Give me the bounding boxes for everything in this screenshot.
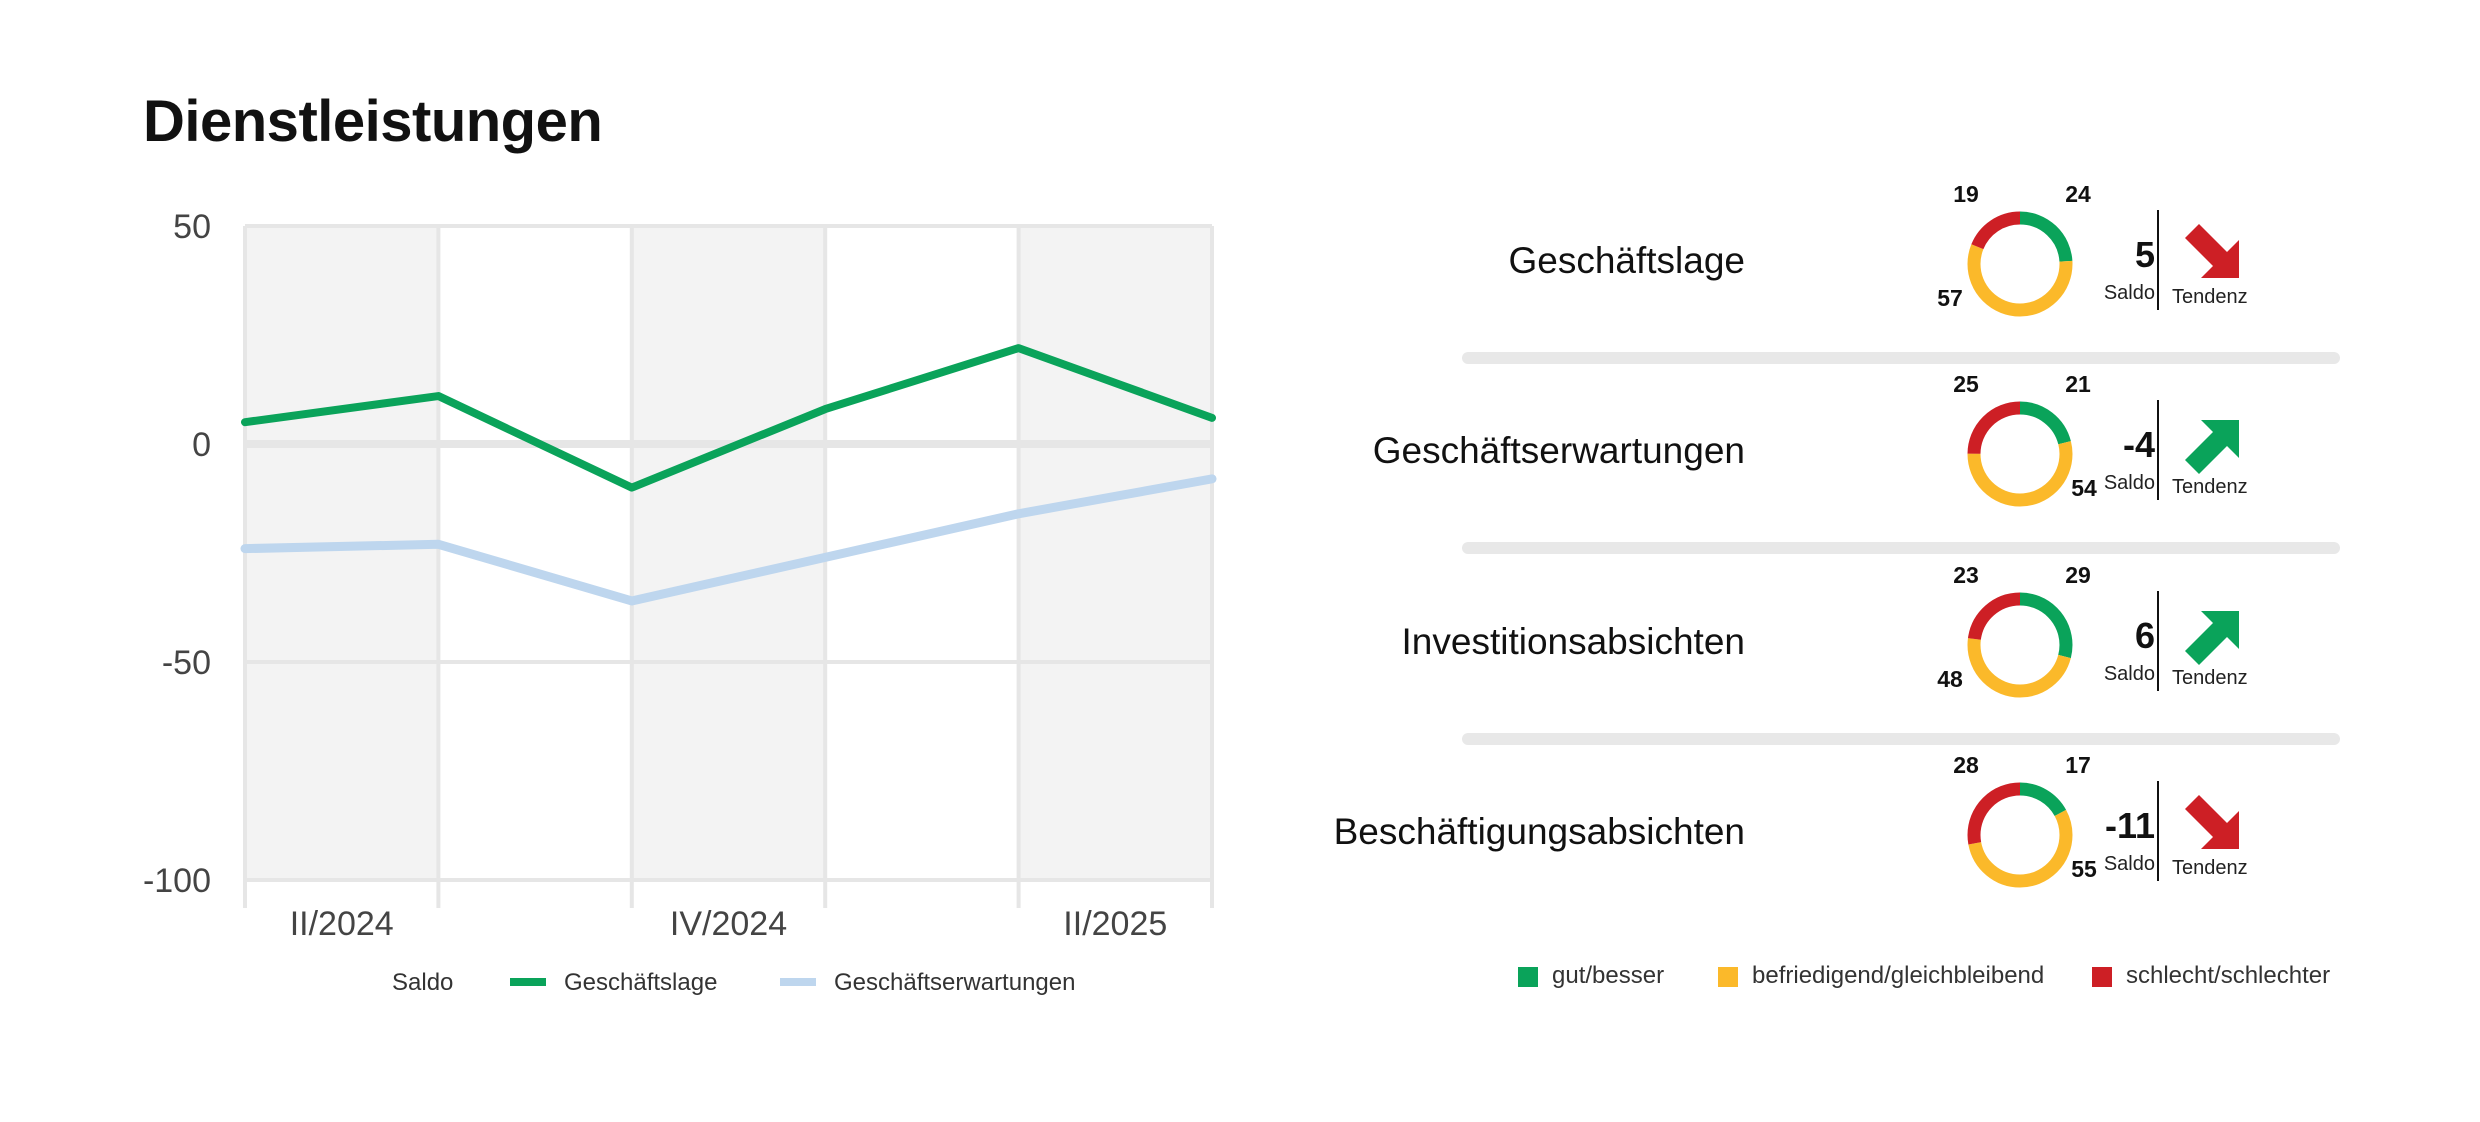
donut-segment-neutral xyxy=(1967,211,2073,317)
saldo-value: 5 xyxy=(2134,234,2155,275)
donut-value-bad: 23 xyxy=(1953,562,1979,588)
donut-chart: 17 55 28 xyxy=(1953,752,2097,888)
divider xyxy=(2157,591,2159,691)
divider xyxy=(2157,400,2159,500)
x-tick-label: II/2024 xyxy=(290,905,394,943)
saldo-caption: Saldo xyxy=(2103,663,2155,685)
legend-label: gut/besser xyxy=(1552,962,1665,989)
saldo-caption: Saldo xyxy=(2103,282,2155,304)
x-tick-label: II/2025 xyxy=(1063,905,1167,943)
donut-value-bad: 28 xyxy=(1953,752,1979,778)
legend-label: Geschäftserwartungen xyxy=(834,969,1075,996)
legend-title: Saldo xyxy=(392,969,453,996)
y-tick-label: -50 xyxy=(162,644,211,682)
trend-caption: Tendenz xyxy=(2172,667,2248,689)
legend-swatch xyxy=(1718,967,1738,987)
indicator-label: Geschäftserwartungen xyxy=(1372,430,1745,471)
row-separator xyxy=(1462,733,2340,745)
saldo-caption: Saldo xyxy=(2103,472,2155,494)
indicator-label: Beschäftigungsabsichten xyxy=(1333,811,1745,852)
chart-band xyxy=(245,226,439,880)
series-line-geschaeftslage xyxy=(241,344,1216,492)
legend-label: schlecht/schlechter xyxy=(2126,962,2331,989)
arrow-down-right-icon xyxy=(2185,795,2239,849)
trend-caption: Tendenz xyxy=(2172,857,2248,879)
donut-value-good: 29 xyxy=(2065,562,2091,588)
saldo-value: -4 xyxy=(2122,424,2155,465)
arrow-up-right-icon xyxy=(2185,420,2239,474)
saldo-value: -11 xyxy=(2104,805,2155,846)
donut-value-neutral: 55 xyxy=(2071,856,2097,882)
donut-value-neutral: 48 xyxy=(1937,666,1963,692)
donut-value-good: 24 xyxy=(2065,181,2091,207)
saldo-caption: Saldo xyxy=(2103,853,2155,875)
indicator-row: Geschäftserwartungen 21 54 25 -4 Saldo Tendenz xyxy=(1373,366,2340,536)
donut-segment-neutral xyxy=(1967,592,2073,698)
divider xyxy=(2157,781,2159,881)
indicator-label: Investitionsabsichten xyxy=(1401,621,1745,662)
legend-label: Geschäftslage xyxy=(564,969,717,996)
donut-segment-bad xyxy=(1967,211,2073,317)
line-chart: 50 0 -50 -100 II/2024 IV/2024 II/2025 Saldo Gesc… xyxy=(143,208,1217,996)
indicator-row: Geschäftslage 24 57 19 5 Saldo Tendenz xyxy=(1460,176,2340,346)
indicator-row: Beschäftigungsabsichten 17 55 28 -11 Saldo Ten… xyxy=(1334,747,2340,917)
donut-value-neutral: 57 xyxy=(1937,285,1963,311)
series-line-geschaeftserwartungen xyxy=(240,474,1217,606)
trend-caption: Tendenz xyxy=(2172,476,2248,498)
donut-chart: 21 54 25 xyxy=(1953,371,2097,507)
donut-value-bad: 19 xyxy=(1953,181,1979,207)
y-tick-label: 50 xyxy=(173,208,211,246)
page-title: Dienstleistungen xyxy=(143,89,603,154)
arrow-up-right-icon xyxy=(2185,611,2239,665)
chart-band xyxy=(1018,226,1212,880)
donut-value-good: 17 xyxy=(2065,752,2091,778)
donut-chart: 29 48 23 xyxy=(1937,562,2091,698)
divider xyxy=(2157,210,2159,310)
row-separator xyxy=(1462,542,2340,554)
donut-segment-bad xyxy=(1967,401,2073,507)
donut-segment-neutral xyxy=(1967,782,2073,888)
indicator-label: Geschäftslage xyxy=(1508,240,1745,281)
chart-band xyxy=(631,226,826,880)
legend-label: befriedigend/gleichbleibend xyxy=(1752,962,2045,989)
indicator-row: Investitionsabsichten 29 48 23 6 Saldo Tendenz xyxy=(1402,557,2340,727)
donut-value-good: 21 xyxy=(2065,371,2091,397)
row-separator xyxy=(1462,352,2340,364)
donut-chart: 24 57 19 xyxy=(1937,181,2091,317)
y-tick-label: 0 xyxy=(192,426,211,464)
donut-segment-neutral xyxy=(1967,401,2073,507)
legend-swatch xyxy=(2092,967,2112,987)
trend-caption: Tendenz xyxy=(2172,286,2248,308)
x-tick-label: IV/2024 xyxy=(670,905,787,943)
y-tick-label: -100 xyxy=(143,862,211,900)
arrow-down-right-icon xyxy=(2185,224,2239,278)
saldo-value: 6 xyxy=(2134,615,2155,656)
donut-segment-bad xyxy=(1967,592,2073,698)
donut-value-bad: 25 xyxy=(1953,371,1979,397)
donut-segment-bad xyxy=(1967,782,2073,888)
legend-swatch xyxy=(1518,967,1538,987)
donut-value-neutral: 54 xyxy=(2071,475,2097,501)
